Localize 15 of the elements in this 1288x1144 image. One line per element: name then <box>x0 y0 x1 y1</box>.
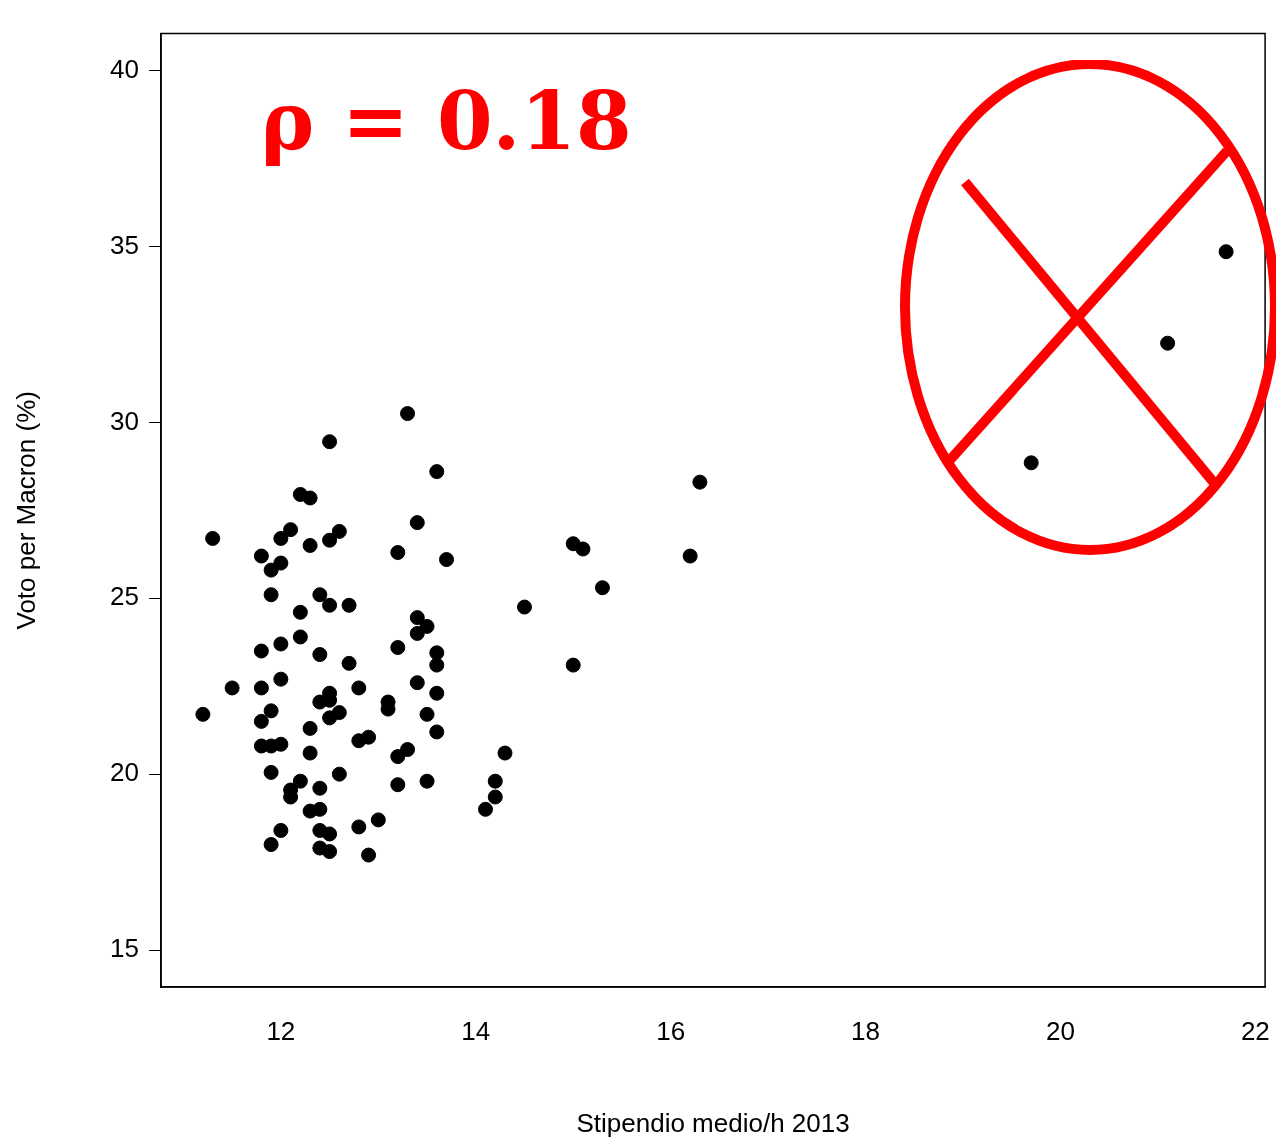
x-tick-label: 20 <box>1045 1015 1075 1046</box>
x-tick-label: 16 <box>656 1015 686 1046</box>
x-axis-title: Stipendio medio/h 2013 <box>576 1107 850 1138</box>
annotation: ρ = 0.18 <box>261 74 632 169</box>
y-tick-label: 15 <box>110 933 139 964</box>
y-tick-label: 25 <box>110 581 139 612</box>
x-tick-label: 14 <box>461 1015 491 1046</box>
y-tick-label: 20 <box>110 757 139 788</box>
y-tick-label: 35 <box>110 229 139 260</box>
x-tick-label: 18 <box>851 1015 881 1046</box>
x-tick-label: 12 <box>266 1015 296 1046</box>
y-tick-label: 30 <box>110 405 139 436</box>
x-tick-label: 22 <box>1240 1015 1270 1046</box>
y-axis-title: Voto per Macron (%) <box>10 391 41 630</box>
y-tick-label: 40 <box>110 53 139 84</box>
